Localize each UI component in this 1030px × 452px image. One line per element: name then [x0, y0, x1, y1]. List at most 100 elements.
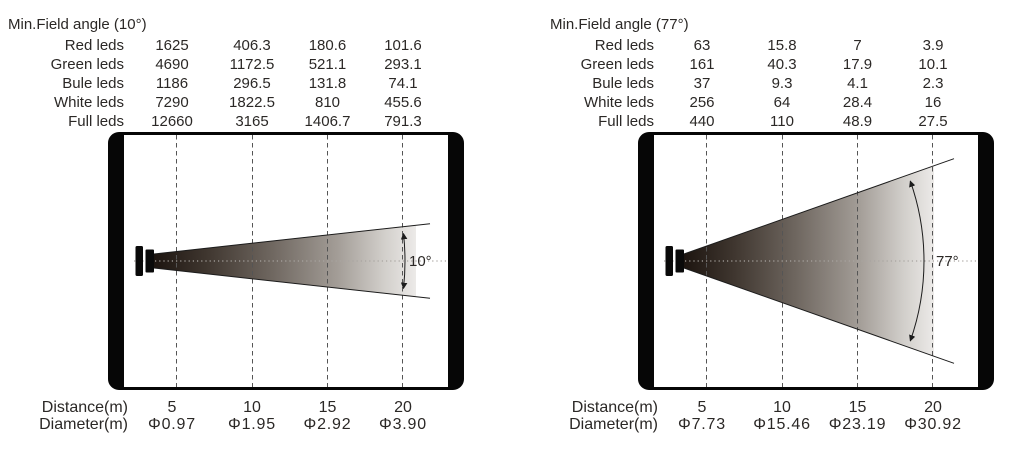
diameter-value: Φ0.97: [148, 416, 196, 433]
diameter-row: Diameter(m) Φ0.97 Φ1.95 Φ2.92 Φ3.90: [0, 416, 480, 433]
lux-value: 521.1: [308, 56, 347, 73]
lux-value: 17.9: [842, 56, 873, 73]
row-label: Bule leds: [62, 75, 124, 92]
diameter-value: Φ7.73: [678, 416, 726, 433]
lux-value: 791.3: [384, 113, 422, 130]
lux-value: 2.3: [922, 75, 944, 92]
lux-value: 4690: [155, 56, 189, 73]
table-row: Red leds 1625 406.3 180.6 101.6: [0, 36, 460, 55]
row-label: Green leds: [50, 56, 124, 73]
lux-value: 48.9: [842, 113, 873, 130]
lux-value: 27.5: [918, 113, 948, 130]
beam-cone: [684, 165, 934, 357]
beam-diagram: 77°: [638, 132, 994, 390]
lux-value: 3165: [235, 113, 269, 130]
distance-value: 20: [924, 399, 942, 416]
diameter-label: Diameter(m): [39, 416, 128, 433]
lux-value: 296.5: [233, 75, 271, 92]
lux-value: 63: [693, 37, 711, 54]
lux-value: 406.3: [233, 37, 271, 54]
lux-value: 101.6: [384, 37, 422, 54]
panel-narrow-beam: Min.Field angle (10°) Red leds 1625 406.…: [0, 16, 480, 433]
row-label: Red leds: [64, 37, 124, 54]
distance-label: Distance(m): [571, 399, 658, 416]
table-row: Green leds 161 40.3 17.9 10.1: [530, 55, 990, 74]
table-row: Green leds 4690 1172.5 521.1 293.1: [0, 55, 460, 74]
lux-value: 40.3: [767, 56, 797, 73]
row-label: White leds: [53, 94, 124, 111]
beam-diagram: 10°: [108, 132, 464, 390]
lux-value: 12660: [151, 113, 193, 130]
lux-table: Red leds 1625 406.3 180.6 101.6 Green le…: [0, 36, 460, 131]
lux-value: 810: [314, 94, 341, 111]
lux-value: 28.4: [842, 94, 873, 111]
lux-value: 7290: [155, 94, 189, 111]
row-label: Full leds: [68, 113, 124, 130]
angle-value-label: 10°: [409, 253, 432, 270]
distance-label: Distance(m): [41, 399, 128, 416]
table-row: Full leds 12660 3165 1406.7 791.3: [0, 112, 460, 131]
distance-diameter-table: Distance(m) 5 10 15 20 Diameter(m) Φ0.97…: [0, 399, 480, 433]
table-row: Bule leds 37 9.3 4.1 2.3: [530, 74, 990, 93]
beam-edge-lines: [153, 223, 431, 299]
lux-value: 15.8: [767, 37, 797, 54]
distance-value: 15: [318, 399, 337, 416]
angle-value-label: 77°: [936, 253, 959, 270]
lux-value: 64: [773, 94, 791, 111]
table-row: Full leds 440 110 48.9 27.5: [530, 112, 990, 131]
diameter-value: Φ3.90: [379, 416, 427, 433]
lux-value: 1625: [155, 37, 189, 54]
lux-value: 1822.5: [229, 94, 275, 111]
lux-table: Red leds 63 15.8 7 3.9 Green leds 161 40…: [530, 36, 990, 131]
diameter-value: Φ23.19: [828, 416, 887, 433]
lux-value: 1406.7: [304, 113, 351, 130]
panel-wide-beam: Min.Field angle (77°) Red leds 63 15.8 7…: [530, 0, 1030, 452]
row-label: White leds: [583, 94, 654, 111]
table-row: White leds 256 64 28.4 16: [530, 93, 990, 112]
lux-value: 37: [693, 75, 711, 92]
lux-value: 131.8: [308, 75, 347, 92]
lux-value: 180.6: [308, 37, 347, 54]
distance-value: 10: [773, 399, 791, 416]
distance-value: 20: [394, 399, 412, 416]
diameter-value: Φ2.92: [303, 416, 352, 433]
table-row: White leds 7290 1822.5 810 455.6: [0, 93, 460, 112]
diameter-value: Φ1.95: [228, 416, 276, 433]
diameter-label: Diameter(m): [569, 416, 658, 433]
beam-diagram-canvas: 10°: [134, 135, 446, 387]
panel-title: Min.Field angle (10°): [8, 16, 147, 33]
diameter-value: Φ30.92: [904, 416, 962, 433]
beam-edge-lines: [683, 158, 955, 364]
lux-value: 455.6: [384, 94, 422, 111]
panel-title: Min.Field angle (77°): [550, 16, 689, 33]
lux-value: 161: [689, 56, 715, 73]
diameter-row: Diameter(m) Φ7.73 Φ15.46 Φ23.19 Φ30.92: [530, 416, 1010, 433]
distance-value: 5: [697, 399, 707, 416]
lux-value: 110: [770, 113, 794, 130]
distance-row: Distance(m) 5 10 15 20: [0, 399, 480, 416]
distance-diameter-table: Distance(m) 5 10 15 20 Diameter(m) Φ7.73…: [530, 399, 1010, 433]
lux-value: 7: [853, 37, 862, 54]
lux-value: 9.3: [771, 75, 793, 92]
distance-row: Distance(m) 5 10 15 20: [530, 399, 1010, 416]
lux-value: 1186: [155, 75, 189, 92]
table-row: Bule leds 1186 296.5 131.8 74.1: [0, 74, 460, 93]
distance-gridlines: [706, 135, 933, 387]
lux-value: 16: [924, 94, 942, 111]
lux-value: 440: [689, 113, 715, 130]
row-label: Bule leds: [592, 75, 654, 92]
lux-value: 10.1: [918, 56, 948, 73]
angle-arc: [400, 232, 408, 290]
lux-value: 3.9: [922, 37, 944, 54]
light-fixture-icon: [135, 246, 154, 276]
lux-value: 74.1: [388, 75, 418, 92]
diameter-value: Φ15.46: [753, 416, 811, 433]
distance-gridlines: [176, 135, 403, 387]
table-row: Red leds 63 15.8 7 3.9: [530, 36, 990, 55]
lux-value: 4.1: [847, 75, 868, 92]
beam-cone: [154, 225, 416, 297]
row-label: Green leds: [580, 56, 654, 73]
angle-arc: [909, 180, 925, 342]
light-fixture-icon: [665, 246, 684, 276]
row-label: Red leds: [594, 37, 654, 54]
